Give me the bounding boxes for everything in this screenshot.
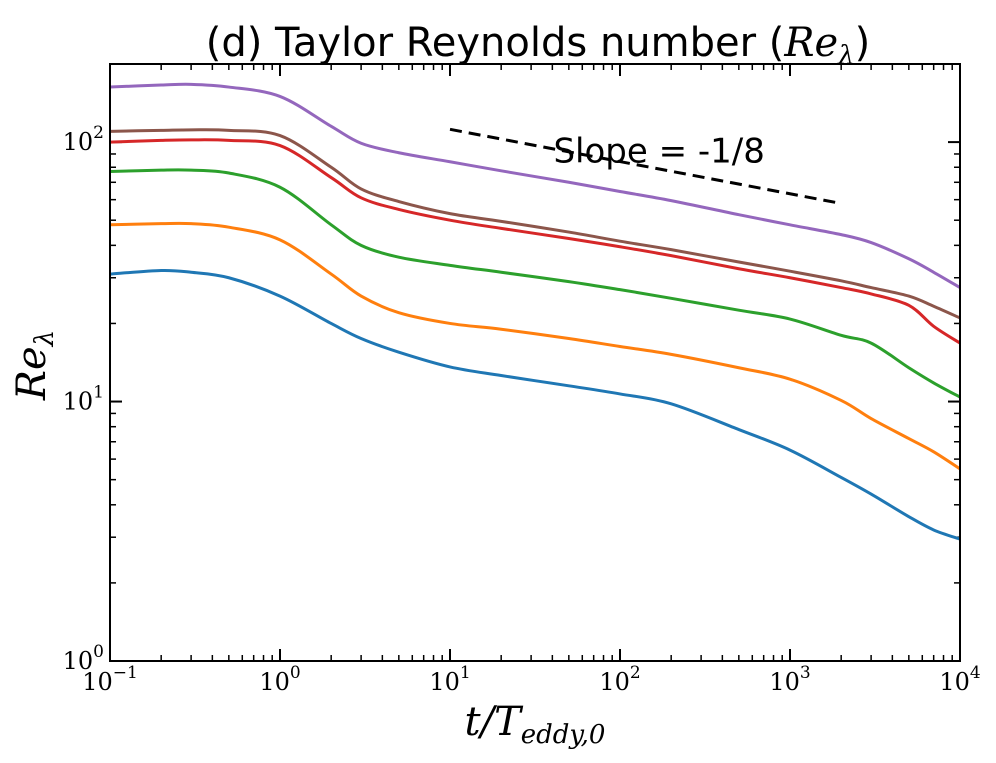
series-line-series-2: [109, 221, 961, 471]
chart-title: (d) Taylor Reynolds number (Reλ): [206, 20, 871, 71]
y-axis-label: Reλ: [9, 330, 60, 401]
series-line-series-5: [109, 128, 961, 320]
x-axis-label-base: t/T: [465, 699, 525, 745]
title-math-base: Re: [783, 20, 838, 66]
x-tick-label: 10−1: [82, 663, 138, 696]
x-tick-label: 101: [429, 663, 470, 696]
y-axis-label-base: Re: [9, 346, 55, 401]
x-tick-label: 103: [769, 663, 810, 696]
y-tick-label: 102: [63, 123, 104, 156]
x-axis-label: t/Teddy,0: [465, 699, 606, 750]
y-tick-label: 101: [63, 383, 104, 416]
y-axis-label-sub: λ: [30, 330, 60, 347]
slope-annotation: Slope = -1/8: [449, 127, 842, 205]
plot-frame: [109, 63, 961, 662]
x-tick-label: 100: [259, 663, 300, 696]
series-line-series-3: [109, 168, 961, 399]
slope-annotation-text: Slope = -1/8: [553, 131, 764, 171]
series-line-series-1: [109, 268, 961, 541]
title-math-sub: λ: [837, 41, 854, 71]
x-tick-label: 102: [599, 663, 640, 696]
title-prefix: (d) Taylor Reynolds number (: [206, 20, 785, 66]
y-tick-label: 100: [63, 642, 104, 675]
slope-reference-line: [449, 127, 842, 205]
series-line-series-4: [109, 138, 961, 345]
title-suffix: ): [855, 20, 871, 66]
series-line-series-6: [109, 82, 961, 289]
x-tick-label: 104: [939, 663, 980, 696]
series-group: [109, 82, 961, 541]
x-axis-label-sub: eddy,0: [521, 720, 606, 750]
